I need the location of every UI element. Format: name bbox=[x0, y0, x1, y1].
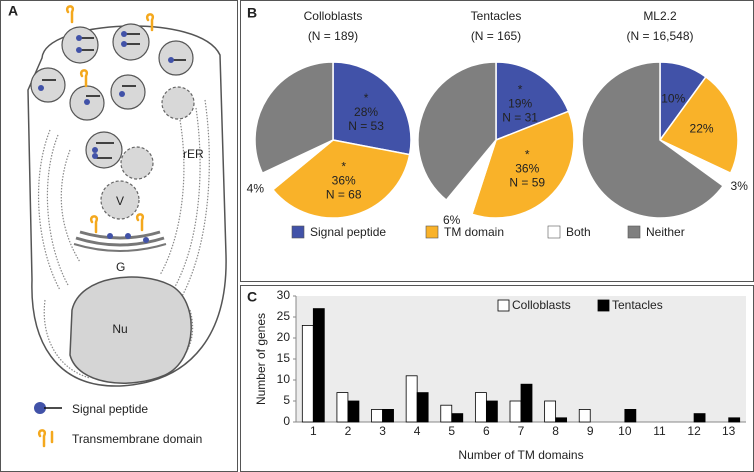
pie-value-label: 36% bbox=[332, 174, 356, 188]
legend-label: Both bbox=[566, 225, 591, 239]
bar bbox=[371, 408, 383, 423]
x-tick-label: 10 bbox=[618, 424, 632, 438]
pie-value-label: 36% bbox=[515, 162, 539, 176]
diagram-legend: Signal peptide bbox=[72, 402, 148, 416]
legend-label: Tentacles bbox=[612, 298, 663, 312]
x-tick-label: 12 bbox=[687, 424, 701, 438]
diagram-label: rER bbox=[183, 147, 204, 161]
pie-star: * bbox=[364, 91, 369, 105]
bar bbox=[440, 404, 453, 423]
x-tick-label: 8 bbox=[552, 424, 559, 438]
pie-slice bbox=[417, 61, 497, 202]
bar bbox=[693, 413, 706, 423]
bar bbox=[728, 417, 741, 423]
legend-swatch bbox=[597, 299, 610, 312]
pie-star: * bbox=[341, 160, 346, 174]
x-tick-label: 5 bbox=[448, 424, 455, 438]
pie-subtitle: (N = 165) bbox=[471, 29, 521, 43]
bar bbox=[544, 400, 557, 423]
bar bbox=[301, 324, 314, 423]
y-tick-label: 30 bbox=[277, 288, 291, 302]
legend-label: Colloblasts bbox=[512, 298, 571, 312]
y-tick-label: 25 bbox=[277, 309, 291, 323]
pie-value-label: 28% bbox=[354, 105, 378, 119]
pie-title: Tentacles bbox=[471, 9, 522, 23]
legend-swatch bbox=[291, 225, 305, 239]
x-tick-label: 4 bbox=[414, 424, 421, 438]
diagram-legend: Transmembrane domain bbox=[72, 432, 202, 446]
y-tick-label: 15 bbox=[277, 351, 291, 365]
pie-subtitle: (N = 189) bbox=[308, 29, 358, 43]
x-tick-label: 13 bbox=[722, 424, 736, 438]
panel-label: C bbox=[247, 289, 257, 305]
legend-swatch bbox=[425, 225, 439, 239]
bar bbox=[474, 392, 487, 423]
x-axis-title: Number of TM domains bbox=[458, 448, 583, 462]
pie-slice bbox=[271, 139, 411, 219]
pie-star: * bbox=[518, 83, 523, 97]
panel-label: A bbox=[8, 3, 18, 19]
pie-slice bbox=[254, 61, 334, 175]
legend-swatch bbox=[497, 299, 510, 312]
y-tick-label: 0 bbox=[283, 414, 290, 428]
pie-value-label: 4% bbox=[247, 181, 265, 195]
diagram-label: G bbox=[116, 260, 125, 274]
pie-slice bbox=[470, 110, 575, 219]
pie-n-label: N = 59 bbox=[509, 176, 545, 190]
bar bbox=[555, 417, 568, 423]
legend-label: Signal peptide bbox=[310, 225, 386, 239]
x-tick-label: 7 bbox=[518, 424, 525, 438]
pie-star: * bbox=[525, 148, 530, 162]
x-tick-label: 2 bbox=[345, 424, 352, 438]
pie-value-label: 22% bbox=[690, 122, 714, 136]
pie-value-label: 6% bbox=[443, 213, 461, 227]
pie-n-label: N = 68 bbox=[326, 188, 362, 202]
pie-value-label: 10% bbox=[661, 91, 685, 105]
pie-slice bbox=[495, 61, 570, 142]
bar bbox=[416, 392, 429, 423]
bar bbox=[312, 308, 325, 423]
x-tick-label: 1 bbox=[310, 424, 317, 438]
pie-slice bbox=[332, 61, 412, 156]
x-tick-label: 3 bbox=[379, 424, 386, 438]
pie-subtitle: (N = 16,548) bbox=[626, 29, 693, 43]
bar bbox=[451, 413, 464, 423]
x-tick-label: 9 bbox=[587, 424, 594, 438]
y-tick-label: 5 bbox=[283, 393, 290, 407]
legend-label: Neither bbox=[646, 225, 685, 239]
pie-value-label: 19% bbox=[508, 97, 532, 111]
bar bbox=[382, 408, 394, 423]
bar bbox=[336, 392, 349, 423]
pie-n-label: N = 53 bbox=[348, 119, 384, 133]
nucleus bbox=[69, 276, 192, 384]
golgi bbox=[73, 230, 167, 252]
y-axis-title: Number of genes bbox=[254, 313, 268, 405]
cell-diagram: rER V G Nu Signal peptide Transmembrane … bbox=[27, 5, 227, 448]
bar bbox=[509, 400, 522, 423]
pie-n-label: N = 31 bbox=[502, 111, 538, 125]
y-tick-label: 10 bbox=[277, 372, 291, 386]
panel-label: B bbox=[247, 5, 257, 21]
pie-slice bbox=[581, 61, 725, 219]
bar bbox=[624, 408, 637, 423]
legend-swatch bbox=[547, 225, 561, 239]
legend-label: TM domain bbox=[444, 225, 504, 239]
pie-value-label: 3% bbox=[731, 179, 749, 193]
legend-swatch bbox=[627, 225, 641, 239]
x-tick-label: 11 bbox=[653, 424, 666, 438]
bar bbox=[405, 375, 418, 423]
y-tick-label: 20 bbox=[277, 330, 291, 344]
diagram-label: V bbox=[116, 194, 124, 208]
diagram-label: Nu bbox=[112, 322, 127, 336]
bar bbox=[578, 408, 591, 423]
pie-title: Colloblasts bbox=[304, 9, 363, 23]
bar bbox=[485, 400, 498, 423]
bar bbox=[347, 400, 360, 423]
bar bbox=[520, 383, 533, 423]
pie-title: ML2.2 bbox=[643, 9, 677, 23]
signal-peptides bbox=[38, 31, 186, 159]
x-tick-label: 6 bbox=[483, 424, 490, 438]
